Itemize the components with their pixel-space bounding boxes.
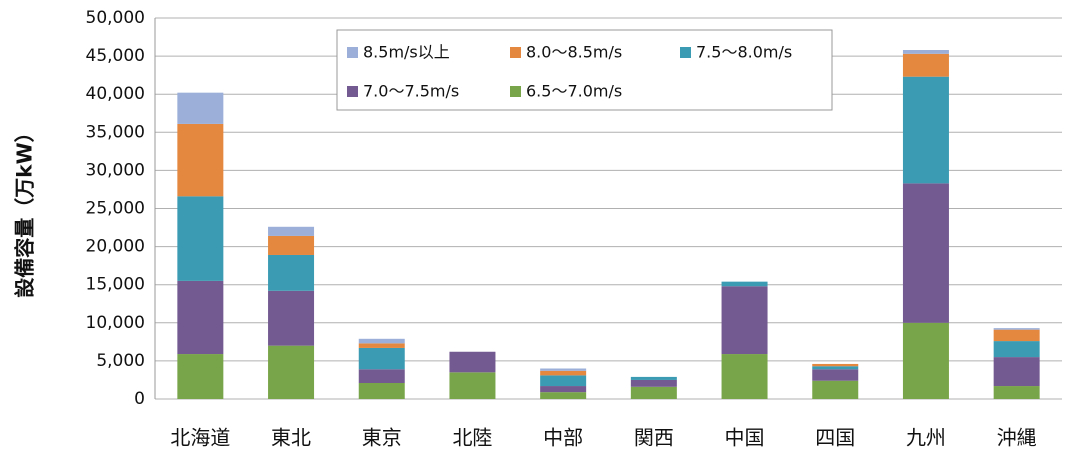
bar-segment [993,357,1040,387]
y-axis-label: 設備容量（万kW） [13,122,37,297]
y-tick-label: 0 [134,389,145,409]
y-tick-label: 25,000 [86,199,145,219]
bar-segment [177,354,224,399]
y-tick-label: 45,000 [86,46,145,66]
bar-segment [358,343,405,348]
x-tick-label: 東北 [271,426,311,449]
y-tick-label: 5,000 [96,351,145,371]
bar-segment [540,368,587,371]
legend-label: 7.5〜8.0m/s [696,43,792,62]
bar-segment [812,380,859,399]
bar-segment [902,183,949,323]
legend-label: 8.5m/s以上 [363,43,450,62]
bar-segment [993,386,1040,399]
legend-label: 6.5〜7.0m/s [526,82,622,101]
bar-segment [358,382,405,399]
legend-swatch [347,47,358,58]
y-tick-label: 10,000 [86,313,145,333]
bar-segment [177,196,224,281]
bar-segment [902,53,949,77]
bar-segment [177,92,224,124]
bar-segment [268,345,315,399]
bar-segment [177,280,224,355]
bar-segment [812,369,859,381]
bar-segment [902,50,949,54]
bar-segment [993,329,1040,342]
bar-segment [268,290,315,346]
bar-segment [721,286,768,355]
bar-segment [812,363,859,367]
bar-segment [540,370,587,376]
x-tick-label: 四国 [815,426,855,449]
x-tick-label: 北陸 [452,426,492,449]
x-tick-label: 中部 [543,426,583,449]
y-tick-label: 40,000 [86,84,145,104]
bar-segment [177,123,224,197]
y-tick-label: 50,000 [86,8,145,28]
bar-segment [630,386,677,399]
bar-segment [268,254,315,291]
legend-swatch [680,47,691,58]
bar-segment [358,338,405,344]
legend-label: 7.0〜7.5m/s [363,82,459,101]
legend-swatch [347,86,358,97]
bar-segment [902,322,949,399]
bar-segment [540,392,587,399]
legend-box [336,29,833,111]
bar-segment [449,351,496,373]
bar-segment [540,375,587,387]
x-tick-label: 沖縄 [997,426,1037,449]
bar-segment [540,386,587,393]
bar-segment [721,354,768,399]
legend-label: 8.0〜8.5m/s [526,43,622,62]
bar-segment [358,369,405,383]
bar-segment [358,347,405,370]
y-tick-label: 30,000 [86,160,145,180]
bar-segment [993,328,1040,330]
x-tick-label: 中国 [725,426,765,449]
x-tick-label: 北海道 [170,426,230,449]
x-tick-label: 九州 [906,426,946,449]
x-tick-label: 東京 [362,426,402,449]
bar-segment [268,235,315,255]
bar-segment [812,366,859,370]
y-tick-label: 20,000 [86,237,145,257]
y-tick-label: 35,000 [86,122,145,142]
bar-segment [268,226,315,236]
bar-segment [993,341,1040,358]
bar-segment [721,281,768,287]
bar-segment [449,372,496,399]
legend-swatch [510,86,521,97]
bar-segment [630,379,677,387]
y-tick-label: 15,000 [86,275,145,295]
x-tick-label: 関西 [634,426,674,449]
bar-segment [630,376,677,380]
bar-segment [902,76,949,184]
legend-swatch [510,47,521,58]
